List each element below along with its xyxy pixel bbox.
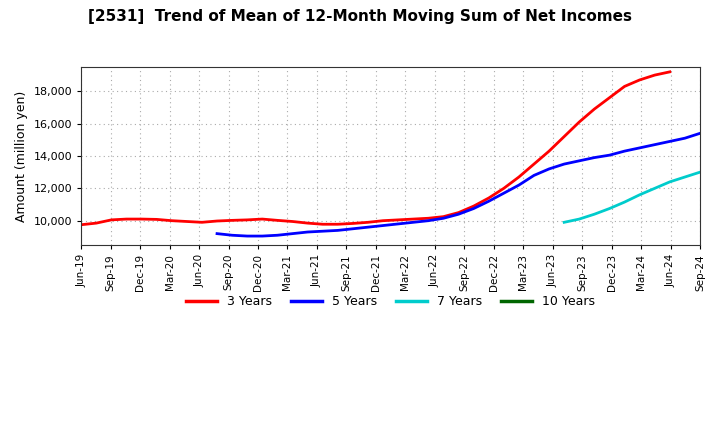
3 Years xyxy=(515,174,523,180)
5 Years xyxy=(515,183,523,188)
3 Years xyxy=(530,161,539,167)
5 Years xyxy=(469,206,478,211)
3 Years xyxy=(469,203,478,209)
5 Years xyxy=(545,166,554,172)
5 Years xyxy=(409,220,418,225)
5 Years xyxy=(439,216,448,221)
3 Years xyxy=(333,222,342,227)
7 Years xyxy=(665,179,674,184)
3 Years xyxy=(197,220,206,225)
5 Years xyxy=(212,231,221,236)
3 Years xyxy=(92,220,101,226)
3 Years xyxy=(650,73,659,78)
3 Years xyxy=(379,218,387,224)
5 Years xyxy=(500,191,508,196)
5 Years xyxy=(333,228,342,233)
3 Years xyxy=(409,216,418,222)
3 Years xyxy=(212,218,221,224)
3 Years xyxy=(575,119,584,125)
3 Years xyxy=(318,222,327,227)
Line: 7 Years: 7 Years xyxy=(564,172,700,222)
5 Years xyxy=(620,148,629,154)
5 Years xyxy=(530,173,539,178)
5 Years xyxy=(288,231,297,236)
7 Years xyxy=(575,216,584,222)
Text: [2531]  Trend of Mean of 12-Month Moving Sum of Net Incomes: [2531] Trend of Mean of 12-Month Moving … xyxy=(88,9,632,24)
5 Years xyxy=(665,139,674,144)
3 Years xyxy=(439,214,448,219)
3 Years xyxy=(168,218,176,224)
7 Years xyxy=(605,206,613,211)
3 Years xyxy=(635,77,644,83)
5 Years xyxy=(560,161,569,167)
5 Years xyxy=(273,233,282,238)
3 Years xyxy=(77,222,86,227)
3 Years xyxy=(303,220,312,226)
7 Years xyxy=(560,220,569,225)
5 Years xyxy=(318,228,327,234)
3 Years xyxy=(258,216,266,222)
7 Years xyxy=(680,174,689,180)
5 Years xyxy=(696,131,704,136)
5 Years xyxy=(590,155,598,160)
3 Years xyxy=(500,186,508,191)
3 Years xyxy=(122,216,131,222)
5 Years xyxy=(348,226,357,231)
3 Years xyxy=(153,217,161,222)
Line: 3 Years: 3 Years xyxy=(81,72,670,225)
7 Years xyxy=(635,192,644,198)
5 Years xyxy=(605,153,613,158)
5 Years xyxy=(243,233,251,238)
5 Years xyxy=(228,233,236,238)
3 Years xyxy=(348,221,357,226)
3 Years xyxy=(273,218,282,223)
7 Years xyxy=(590,212,598,217)
5 Years xyxy=(394,221,402,227)
3 Years xyxy=(620,84,629,89)
3 Years xyxy=(424,216,433,221)
5 Years xyxy=(680,136,689,141)
3 Years xyxy=(288,219,297,224)
7 Years xyxy=(650,186,659,191)
5 Years xyxy=(258,233,266,238)
5 Years xyxy=(635,145,644,150)
3 Years xyxy=(605,95,613,100)
5 Years xyxy=(485,198,493,204)
5 Years xyxy=(364,224,372,230)
3 Years xyxy=(590,106,598,112)
3 Years xyxy=(228,218,236,223)
5 Years xyxy=(454,212,463,217)
3 Years xyxy=(364,220,372,225)
7 Years xyxy=(620,199,629,205)
7 Years xyxy=(696,169,704,175)
5 Years xyxy=(575,158,584,164)
Line: 5 Years: 5 Years xyxy=(217,133,700,236)
5 Years xyxy=(303,229,312,235)
5 Years xyxy=(424,218,433,224)
5 Years xyxy=(379,223,387,228)
3 Years xyxy=(394,217,402,223)
5 Years xyxy=(650,142,659,147)
3 Years xyxy=(454,210,463,215)
3 Years xyxy=(138,216,146,222)
3 Years xyxy=(243,217,251,223)
3 Years xyxy=(665,69,674,74)
3 Years xyxy=(485,195,493,201)
Legend: 3 Years, 5 Years, 7 Years, 10 Years: 3 Years, 5 Years, 7 Years, 10 Years xyxy=(181,290,600,313)
3 Years xyxy=(560,134,569,139)
3 Years xyxy=(183,219,192,224)
3 Years xyxy=(545,148,554,154)
Y-axis label: Amount (million yen): Amount (million yen) xyxy=(15,90,28,222)
3 Years xyxy=(107,217,116,223)
